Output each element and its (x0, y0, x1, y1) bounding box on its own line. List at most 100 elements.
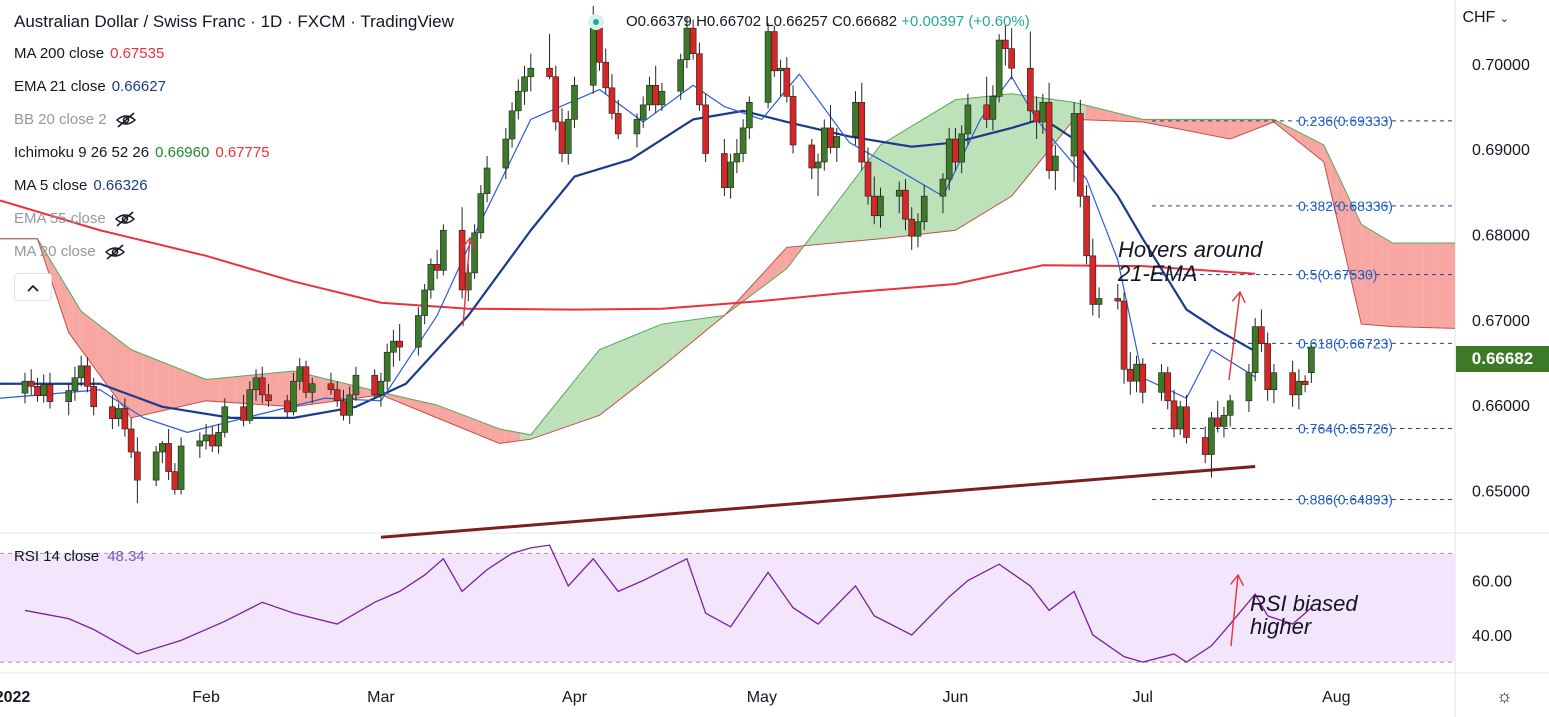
chart-title: Australian Dollar / Swiss Franc · 1D · F… (14, 12, 454, 31)
rsi-legend: RSI 14 close 48.34 (14, 548, 145, 565)
candle-body (652, 84, 659, 106)
ichimoku-cloud-segment (220, 376, 236, 403)
candle-body (939, 178, 947, 197)
candle-body (739, 127, 747, 154)
candle-body (202, 434, 210, 442)
indicator-name: MA 5 close (14, 177, 88, 194)
candle-body (1052, 155, 1059, 171)
eye-off-icon[interactable] (114, 211, 136, 227)
ichimoku-cloud-segment (630, 332, 642, 392)
gear-icon[interactable]: ☼ (1496, 686, 1513, 706)
candle-body (327, 383, 335, 391)
ichimoku-cloud-segment (609, 341, 621, 408)
candle-body (864, 161, 872, 197)
candle-body (1245, 372, 1253, 402)
candle-body (827, 127, 834, 148)
indicator-legend-row[interactable]: EMA 21 close 0.66627 (14, 78, 166, 95)
candle-body (1183, 406, 1190, 438)
candle-body (377, 380, 385, 396)
currency-selector[interactable]: CHF ⌄ (1462, 9, 1509, 27)
ichimoku-cloud-segment (641, 328, 652, 383)
candle-body (639, 104, 647, 120)
ichimoku-cloud-segment (1298, 132, 1308, 149)
ichimoku-cloud-segment (1336, 171, 1343, 244)
indicator-name: EMA 21 close (14, 78, 106, 95)
ichimoku-cloud-segment (599, 345, 610, 416)
rsi-value: 48.34 (107, 548, 145, 565)
ichimoku-cloud-segment (1307, 136, 1316, 156)
indicator-name: EMA 55 close (14, 210, 106, 227)
ichimoku-cloud-segment (833, 186, 850, 244)
candle-body (633, 119, 641, 135)
candle-body (1270, 372, 1278, 391)
ma5-line (0, 73, 1256, 433)
rsi-axis-tick: 40.00 (1472, 628, 1512, 645)
fib-level-label: 0.886(0.64893) (1298, 491, 1393, 507)
candle-body (1077, 113, 1084, 197)
ichimoku-cloud-segment (755, 270, 767, 293)
candle-body (1045, 102, 1053, 171)
ichimoku-cloud-segment (930, 107, 943, 234)
breakout-arrow (462, 237, 471, 327)
ichimoku-cloud-segment (437, 405, 448, 423)
candle-body (159, 443, 166, 453)
ichimoku-cloud-segment (1201, 119, 1216, 137)
candle-body (1033, 110, 1040, 123)
ichimoku-cloud-segment (651, 324, 662, 375)
ichimoku-cloud-segment (565, 378, 577, 428)
ichimoku-cloud-segment (1330, 158, 1337, 217)
candle-body (1258, 326, 1265, 344)
candle-body (84, 365, 91, 387)
ichimoku-cloud-segment (1215, 119, 1231, 140)
ichimoku-cloud-segment (542, 406, 554, 436)
eye-off-icon[interactable] (115, 112, 137, 128)
support-trendline (380, 464, 1256, 539)
indicator-name: Ichimoku 9 26 52 26 (14, 144, 150, 161)
candle-body (296, 366, 304, 382)
ichimoku-cloud-segment (1186, 119, 1202, 134)
ichimoku-cloud-segment (992, 94, 1003, 208)
collapse-legend-button[interactable] (14, 273, 52, 301)
indicator-legend-row[interactable]: MA 200 close 0.67535 (14, 45, 164, 62)
ohlc-readout: O0.66379 H0.66702 L0.66257 C0.66682 +0.0… (626, 13, 1030, 30)
ichimoku-cloud-segment (68, 290, 71, 336)
indicator-legend-row[interactable]: Ichimoku 9 26 52 26 0.66960 0.67775 (14, 144, 270, 161)
rsi-annotation-line1: RSI biased (1250, 591, 1358, 616)
candle-body (1008, 48, 1015, 69)
candle-body (908, 218, 916, 237)
candle-body (696, 53, 703, 106)
ema-annotation-line2: 21-EMA (1117, 261, 1197, 286)
ichimoku-cloud-segment (776, 247, 787, 277)
ichimoku-cloud-segment (672, 321, 683, 359)
indicator-legend-row[interactable]: MA 5 close 0.66326 (14, 177, 148, 194)
candle-body (1208, 417, 1215, 455)
eye-off-icon[interactable] (104, 244, 126, 260)
high-value: H0.66702 (696, 13, 762, 30)
rsi-axis-tick: 60.00 (1472, 574, 1512, 591)
ichimoku-cloud-segment (880, 137, 893, 239)
candle-body (215, 432, 222, 447)
ichimoku-cloud-segment (156, 359, 169, 413)
indicator-legend-row[interactable]: BB 20 close 2 (14, 111, 137, 128)
candle-body (596, 27, 603, 63)
candle-body (421, 289, 428, 316)
candle-body (465, 272, 472, 291)
candle-body (677, 59, 684, 92)
candle-body (833, 136, 841, 148)
candle-body (733, 153, 741, 163)
indicator-legend-row[interactable]: EMA 55 close (14, 210, 136, 227)
candle-body (90, 386, 97, 408)
price-axis-tick: 0.67000 (1472, 313, 1530, 330)
rsi-annotation-line2: higher (1250, 614, 1313, 639)
candle-body (614, 113, 622, 135)
price-axis-tick: 0.68000 (1472, 228, 1530, 245)
candle-body (777, 67, 784, 72)
indicator-name: BB 20 close 2 (14, 111, 107, 128)
last-price-tag: 0.66682 (1456, 346, 1549, 372)
candle-body (814, 161, 822, 169)
indicator-legend-row[interactable]: MA 20 close (14, 243, 126, 260)
candle-body (440, 229, 447, 271)
ichimoku-cloud-segment (620, 336, 631, 400)
ichimoku-cloud-segment (1063, 100, 1075, 133)
